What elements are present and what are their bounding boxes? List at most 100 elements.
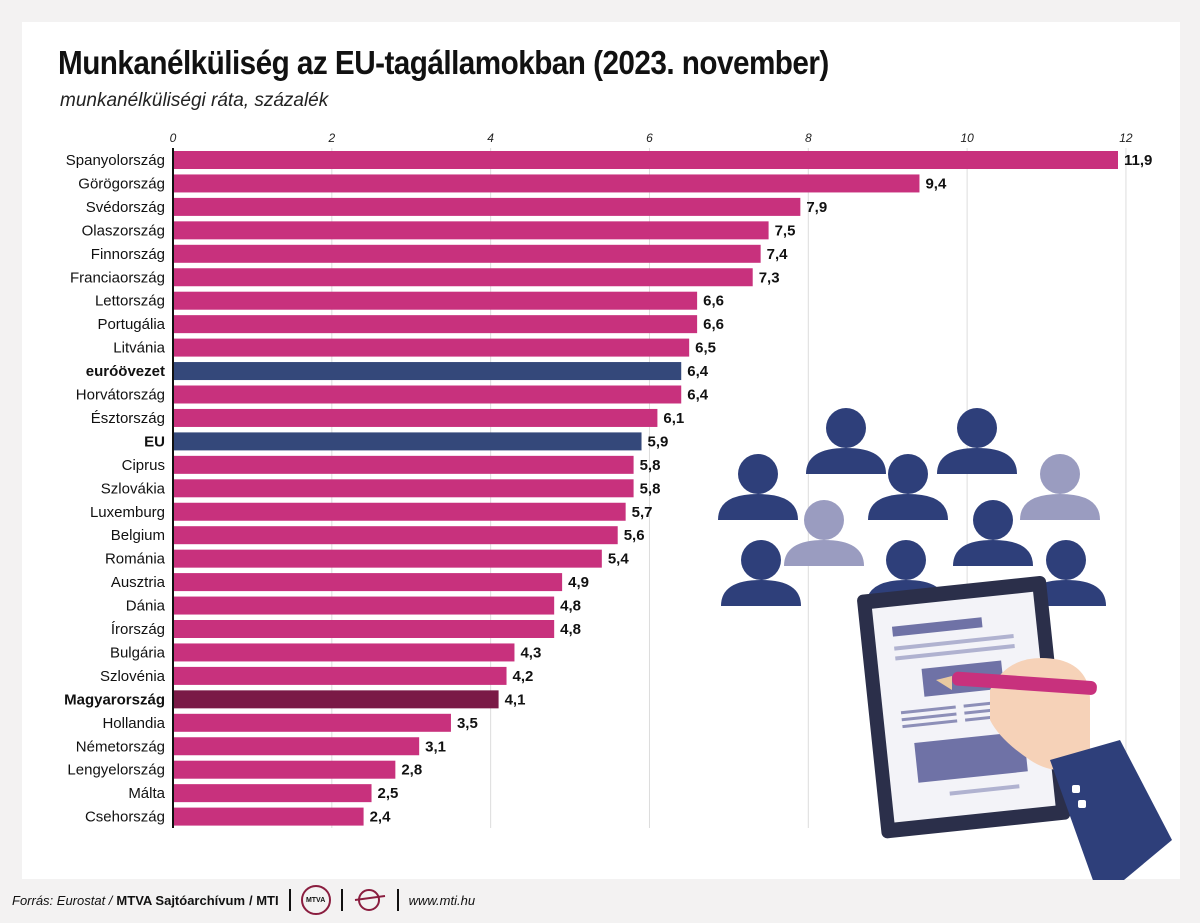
person-icon (953, 500, 1033, 566)
person-icon (718, 454, 798, 520)
category-label: Lettország (95, 293, 165, 310)
chart-subtitle: munkanélküliségi ráta, százalék (60, 90, 329, 111)
category-label: Belgium (111, 527, 165, 544)
value-label: 3,5 (457, 715, 478, 732)
bar (173, 362, 682, 381)
value-label: 5,8 (640, 457, 661, 474)
bar (173, 479, 634, 498)
bar (173, 455, 634, 474)
x-axis-tick-labels: 0 2 4 6 8 10 12 (170, 131, 1133, 145)
category-label: Magyarország (64, 691, 165, 708)
category-label: Finnország (91, 246, 165, 263)
person-icon (784, 500, 864, 566)
value-label: 6,4 (687, 387, 709, 404)
category-label: Szlovákia (101, 480, 166, 497)
category-label: Ausztria (111, 574, 166, 591)
value-label: 4,3 (520, 644, 541, 661)
source-archive: MTVA Sajtóarchívum (116, 892, 245, 908)
value-label: 9,4 (925, 175, 947, 192)
x-tick-label: 2 (327, 131, 335, 145)
value-label: 7,9 (806, 199, 827, 216)
value-label: 5,8 (640, 480, 661, 497)
category-label: Németország (76, 738, 165, 755)
bar (173, 385, 682, 404)
x-tick-label: 12 (1119, 131, 1133, 145)
category-label: Lengyelország (67, 762, 165, 779)
y-axis-category-labels: Spanyolország Görögország Svédország Olaszo… (64, 152, 166, 826)
person-icon (868, 454, 948, 520)
value-label: 3,1 (425, 738, 446, 755)
footer: Forrás: Eurostat / MTVA Sajtóarchívum / … (12, 882, 1192, 918)
clipboard-icon (857, 575, 1071, 839)
bar (173, 666, 507, 685)
value-label: 2,8 (401, 762, 422, 779)
value-label: 6,6 (703, 316, 724, 333)
bar (173, 596, 555, 615)
bar (173, 549, 602, 568)
source-agency: / MTI (249, 892, 279, 908)
bar (173, 784, 372, 803)
value-label: 2,5 (378, 785, 399, 802)
bar-chart: 0 2 4 6 8 10 12 (64, 131, 1172, 880)
divider (288, 889, 291, 911)
category-label: Ciprus (122, 457, 165, 474)
bar (173, 408, 658, 427)
category-label: Horvátország (76, 387, 165, 404)
bar (173, 432, 642, 451)
bar (173, 151, 1118, 169)
value-label: 6,5 (695, 340, 716, 357)
value-label: 5,4 (608, 551, 630, 568)
mti-logo-icon (354, 889, 385, 911)
bar (173, 737, 420, 756)
bar (173, 760, 396, 779)
value-label: 4,2 (513, 668, 534, 685)
category-label: Svédország (86, 199, 165, 216)
x-tick-label: 4 (487, 131, 494, 145)
value-label: 2,4 (370, 809, 392, 826)
category-label: Görögország (78, 175, 165, 192)
bar (173, 315, 698, 334)
bar (173, 526, 618, 545)
category-label: Szlovénia (100, 668, 166, 685)
people-illustration (718, 408, 1172, 880)
bar (173, 502, 626, 521)
category-label: Luxemburg (90, 504, 165, 521)
category-label: Litvánia (113, 340, 165, 357)
bar (173, 713, 451, 732)
category-label: Portugália (97, 316, 165, 333)
value-label: 4,1 (505, 691, 526, 708)
bar (173, 620, 555, 638)
website-link[interactable]: www.mti.hu (408, 892, 476, 908)
value-label: 6,1 (663, 410, 684, 427)
bar (173, 221, 769, 240)
category-label: Spanyolország (66, 152, 165, 169)
divider (396, 889, 399, 911)
value-label: 5,7 (632, 504, 653, 521)
category-label: Írország (111, 621, 165, 638)
value-label: 7,4 (767, 246, 789, 263)
category-label: Málta (128, 785, 165, 802)
mtva-logo-text: MTVA (305, 896, 326, 904)
bar (173, 338, 690, 357)
category-label: Olaszország (82, 222, 165, 239)
x-tick-label: 0 (170, 131, 177, 145)
category-label: Franciaország (70, 269, 165, 286)
bar (173, 197, 801, 216)
person-icon (937, 408, 1017, 474)
value-label: 5,9 (648, 433, 669, 450)
category-label: Hollandia (102, 715, 165, 732)
bar (173, 807, 364, 826)
x-tick-label: 8 (805, 131, 812, 145)
category-label: euróövezet (86, 363, 165, 380)
value-label: 5,6 (624, 527, 645, 544)
category-label: Csehország (85, 809, 165, 826)
bar (173, 573, 563, 592)
value-label: 7,5 (775, 222, 796, 239)
value-label: 4,8 (560, 598, 581, 615)
x-tick-label: 6 (646, 131, 653, 145)
bar (173, 174, 920, 193)
bar (173, 643, 515, 662)
divider (340, 889, 343, 911)
value-labels: 11,99,47,97,57,47,36,66,66,56,46,46,15,9… (370, 152, 1153, 826)
value-label: 4,9 (568, 574, 589, 591)
